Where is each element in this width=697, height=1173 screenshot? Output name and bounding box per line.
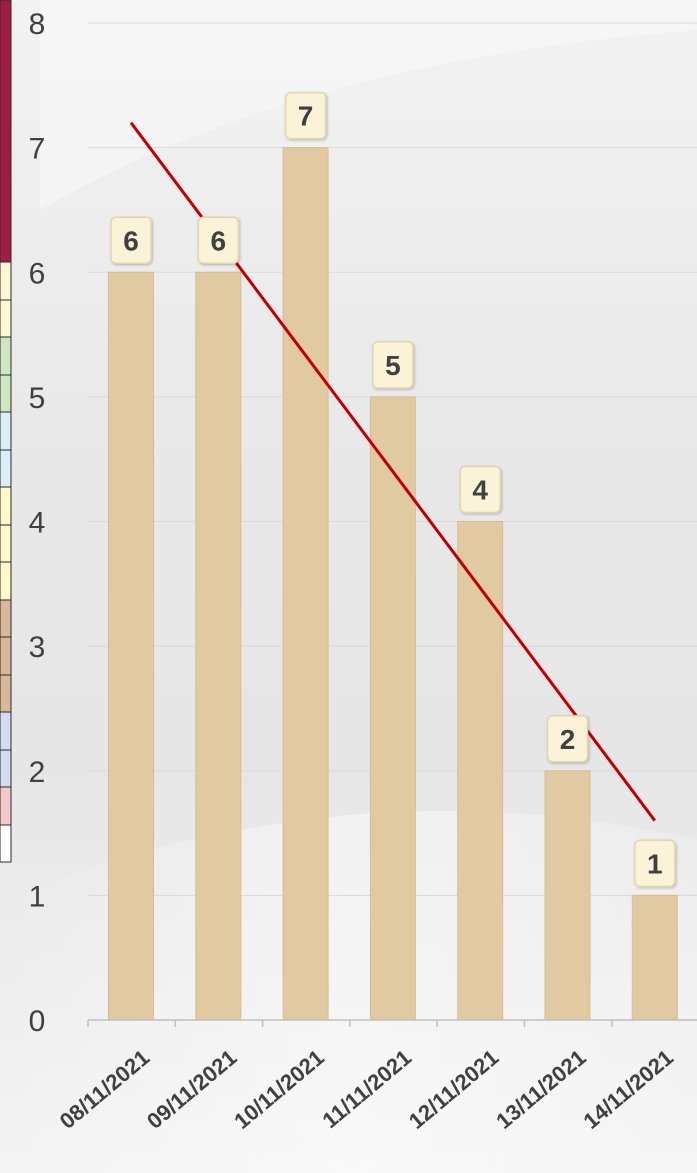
data-label: 2: [546, 715, 589, 763]
data-label-text: 1: [647, 848, 663, 879]
y-tick-label: 1: [29, 880, 46, 913]
edge-strip-cell: [0, 374, 12, 413]
data-label-box: [284, 91, 327, 140]
x-axis: [87, 1019, 697, 1027]
y-tick-label: 8: [29, 8, 46, 41]
left-edge-strip: [0, 0, 12, 863]
edge-strip-cell: [0, 336, 12, 376]
edge-strip-cell: [0, 561, 12, 601]
data-label-text: 6: [211, 225, 227, 256]
bar: [457, 521, 504, 1021]
bars: [108, 147, 678, 1021]
edge-strip-cell: [0, 0, 12, 263]
y-tick-label: 6: [29, 257, 46, 290]
y-tick-label: 0: [29, 1005, 46, 1038]
data-label: 4: [459, 465, 501, 514]
y-tick-label: 4: [29, 507, 46, 540]
bar: [631, 894, 678, 1021]
edge-strip-cell: [0, 524, 12, 563]
data-label: 7: [284, 91, 327, 140]
data-label-text: 6: [123, 225, 139, 256]
data-label-box: [110, 216, 152, 264]
y-tick-label: 7: [29, 133, 46, 166]
data-label-box: [459, 465, 501, 514]
edge-strip-cell: [0, 749, 12, 788]
bar: [369, 396, 416, 1021]
edge-strip-cell: [0, 711, 12, 751]
data-label: 1: [634, 839, 676, 888]
edge-strip-cell: [0, 486, 12, 526]
data-label: 6: [110, 216, 152, 264]
edge-strip-cell: [0, 786, 12, 826]
edge-strip-cell: [0, 261, 12, 301]
y-tick-label: 5: [29, 382, 46, 415]
edge-strip-cell: [0, 636, 12, 676]
data-label-box: [634, 839, 676, 888]
data-label-text: 5: [385, 350, 401, 381]
bar: [282, 147, 329, 1021]
edge-strip-cell: [0, 599, 12, 638]
data-label-text: 4: [472, 475, 488, 506]
y-tick-label: 2: [29, 756, 46, 789]
data-label: 6: [197, 216, 240, 264]
data-label-text: 2: [560, 724, 576, 755]
y-tick-label: 3: [29, 631, 46, 664]
data-label: 5: [372, 341, 414, 389]
edge-strip-cell: [0, 411, 12, 451]
edge-strip-cell: [0, 299, 12, 338]
data-labels: 6 6 7 5 4 2 1: [110, 91, 676, 888]
edge-strip-cell: [0, 824, 12, 863]
data-label-box: [197, 216, 240, 264]
bar: [108, 271, 154, 1021]
data-label-box: [372, 341, 414, 389]
edge-strip-cell: [0, 449, 12, 488]
edge-strip-cell: [0, 674, 12, 713]
bar: [544, 770, 591, 1021]
data-label-box: [546, 715, 589, 763]
bar: [195, 271, 242, 1021]
y-axis: 0 1 2 3 4 5 6 7 8: [29, 8, 46, 1038]
data-label-text: 7: [298, 101, 314, 132]
